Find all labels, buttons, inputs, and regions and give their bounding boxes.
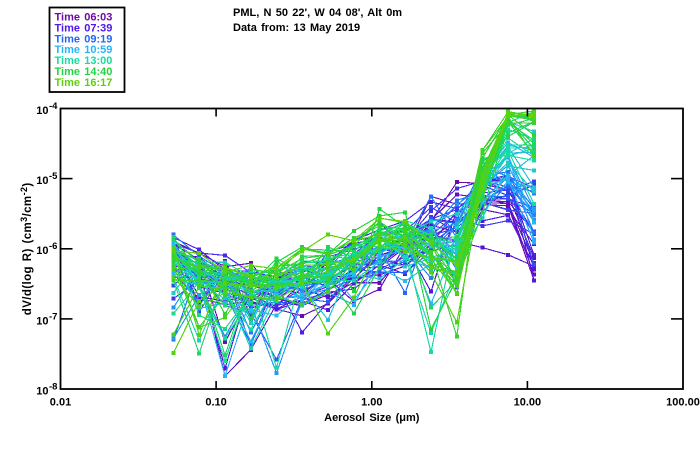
svg-text:Data from: 13 May 2019: Data from: 13 May 2019 [233,22,360,34]
svg-text:Time 14:40: Time 14:40 [55,66,113,78]
svg-text:Time 06:03: Time 06:03 [55,12,113,24]
svg-text:PML, N 50 22', W 04 08', Alt 0: PML, N 50 22', W 04 08', Alt 0m [233,7,402,19]
svg-text:Aerosol Size (μm): Aerosol Size (μm) [324,412,420,424]
svg-text:dV/d(log R) (cm3/cm-2): dV/d(log R) (cm3/cm-2) [19,182,34,315]
svg-text:Time 16:17: Time 16:17 [55,77,113,89]
svg-text:10: 10 [36,386,48,398]
svg-text:-7: -7 [49,311,57,322]
svg-text:10: 10 [36,315,48,327]
svg-text:-4: -4 [49,101,58,112]
svg-text:0.10: 0.10 [205,397,226,409]
svg-text:-6: -6 [49,241,57,252]
svg-text:Time 13:00: Time 13:00 [55,55,113,67]
svg-text:-5: -5 [49,171,58,182]
svg-text:10: 10 [36,175,48,187]
svg-text:Time 09:19: Time 09:19 [55,33,113,45]
svg-text:Time 10:59: Time 10:59 [55,44,113,56]
svg-text:100.00: 100.00 [666,397,700,409]
svg-text:-8: -8 [49,382,57,393]
svg-text:1.00: 1.00 [361,397,382,409]
svg-text:0.01: 0.01 [50,397,71,409]
svg-text:10: 10 [36,105,48,117]
svg-text:10.00: 10.00 [514,397,542,409]
svg-text:10: 10 [36,245,48,257]
svg-text:Time 07:39: Time 07:39 [55,22,113,34]
